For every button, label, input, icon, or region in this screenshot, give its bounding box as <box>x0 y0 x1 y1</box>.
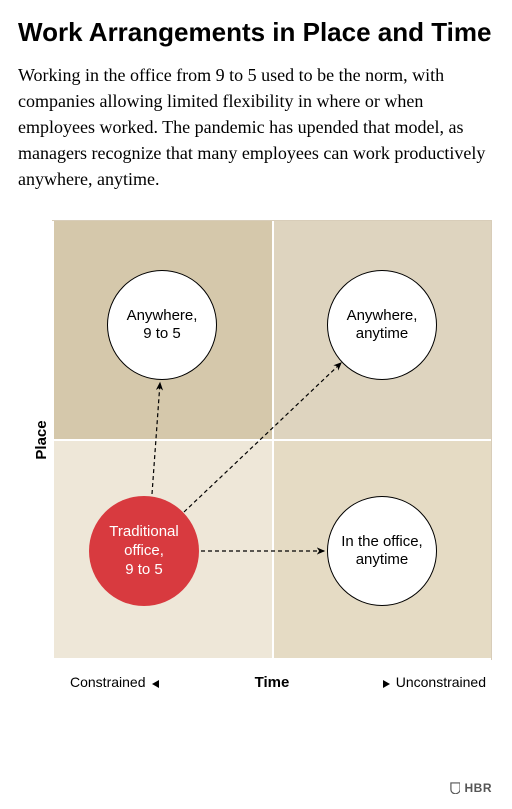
page-title: Work Arrangements in Place and Time <box>18 18 494 48</box>
arrow-right-icon <box>383 675 390 691</box>
node-anywhere95: Anywhere, 9 to 5 <box>107 270 217 380</box>
node-anywhereany: Anywhere, anytime <box>327 270 437 380</box>
description-text: Working in the office from 9 to 5 used t… <box>18 62 494 192</box>
node-officeany: In the office, anytime <box>327 496 437 606</box>
shield-icon <box>450 782 461 795</box>
quadrant-grid: Traditional office, 9 to 5 Anywhere, 9 to… <box>52 220 492 660</box>
x-axis-low-label: Constrained <box>70 674 146 690</box>
x-axis-high-label: Unconstrained <box>396 674 486 690</box>
y-axis-label: Place <box>33 421 50 460</box>
quadrant-diagram: Unconstrained Place Constrained Traditio… <box>52 220 494 660</box>
node-traditional: Traditional office, 9 to 5 <box>89 496 199 606</box>
arrow-left-icon <box>152 675 159 691</box>
brand-logo: HBR <box>450 781 493 795</box>
x-axis: Constrained Time Unconstrained <box>52 668 492 692</box>
x-axis-label: Time <box>255 674 290 691</box>
brand-label: HBR <box>465 781 493 795</box>
